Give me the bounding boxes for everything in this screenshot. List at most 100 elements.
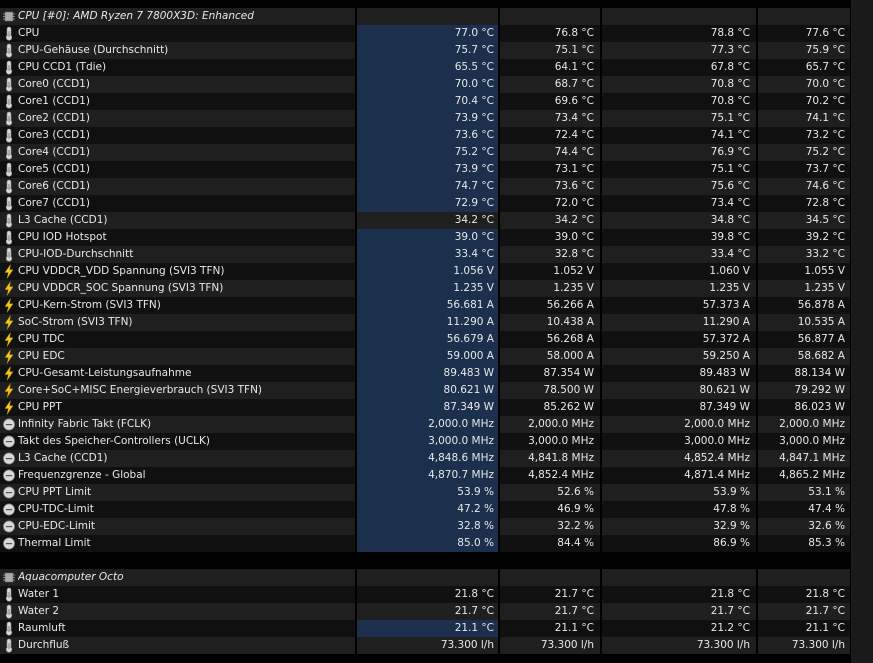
sensor-row[interactable]: Core5 (CCD1) 73.9 °C 73.1 °C 75.1 °C 73.7 °C (0, 161, 873, 178)
minimum-value: 75.1 °C (554, 44, 594, 56)
sensor-row[interactable]: CPU-IOD-Durchschnitt 33.4 °C 32.8 °C 33.4 °… (0, 246, 873, 263)
current-value: 75.7 °C (357, 42, 498, 59)
current-value: 11.290 A (357, 314, 498, 331)
sensor-row[interactable]: Core2 (CCD1) 73.9 °C 73.4 °C 75.1 °C 74.1 °C (0, 110, 873, 127)
group-header[interactable]: CPU [#0]: AMD Ryzen 7 7800X3D: Enhanced (0, 8, 873, 25)
maximum-value: 74.1 °C (710, 129, 750, 141)
sensor-row[interactable]: Core+SoC+MISC Energieverbrauch (SVI3 TFN… (0, 382, 873, 399)
sensor-row[interactable]: Core7 (CCD1) 72.9 °C 72.0 °C 73.4 °C 72.8 °C (0, 195, 873, 212)
sensor-row[interactable]: Durchfluß 73.300 l/h 73.300 l/h 73.300 l/h 7… (0, 637, 873, 654)
average-value: 39.2 °C (805, 231, 845, 243)
average-value: 65.7 °C (805, 61, 845, 73)
average-value: 70.2 °C (805, 95, 845, 107)
maximum-value: 57.372 A (702, 333, 750, 345)
sensor-row[interactable]: Takt des Speicher-Controllers (UCLK) 3,00… (0, 433, 873, 450)
group-title: CPU [#0]: AMD Ryzen 7 7800X3D: Enhanced (18, 10, 254, 22)
sensor-row[interactable]: CPU-Kern-Strom (SVI3 TFN) 56.681 A 56.266 … (0, 297, 873, 314)
current-value: 53.9 % (357, 484, 498, 501)
thermometer-icon (2, 247, 16, 262)
sensor-name: Durchfluß (18, 639, 70, 651)
sensor-row[interactable]: CPU-TDC-Limit 47.2 % 46.9 % 47.8 % 47.4 % (0, 501, 873, 518)
sensor-row[interactable]: CPU VDDCR_VDD Spannung (SVI3 TFN) 1.056 V… (0, 263, 873, 280)
sensor-row[interactable]: SoC-Strom (SVI3 TFN) 11.290 A 10.438 A 11.2… (0, 314, 873, 331)
thermometer-icon (2, 621, 16, 636)
scrollbar-track[interactable] (851, 0, 873, 663)
sensor-row[interactable]: Raumluft 21.1 °C 21.1 °C 21.2 °C 21.1 °C (0, 620, 873, 637)
current-value: 87.349 W (357, 399, 498, 416)
current-value: 73.9 °C (357, 161, 498, 178)
sensor-row[interactable]: Core0 (CCD1) 70.0 °C 68.7 °C 70.8 °C 70.0 °C (0, 76, 873, 93)
minimum-value: 32.8 °C (554, 248, 594, 260)
sensor-row[interactable]: L3 Cache (CCD1) 4,848.6 MHz 4,841.8 MHz 4,8… (0, 450, 873, 467)
sensor-row[interactable]: CPU-EDC-Limit 32.8 % 32.2 % 32.9 % 32.6 % (0, 518, 873, 535)
sensor-row[interactable]: CPU 77.0 °C 76.8 °C 78.8 °C 77.6 °C (0, 25, 873, 42)
lightning-icon (2, 315, 16, 330)
sensor-row[interactable]: Infinity Fabric Takt (FCLK) 2,000.0 MHz 2,… (0, 416, 873, 433)
maximum-value: 67.8 °C (710, 61, 750, 73)
thermometer-icon (2, 26, 16, 41)
thermometer-icon (2, 43, 16, 58)
current-value: 73.300 l/h (440, 639, 494, 651)
average-value: 21.8 °C (805, 588, 845, 600)
lightning-icon (2, 332, 16, 347)
minimum-value: 72.0 °C (554, 197, 594, 209)
sensor-row[interactable]: Core4 (CCD1) 75.2 °C 74.4 °C 76.9 °C 75.2 °C (0, 144, 873, 161)
sensor-row[interactable]: CPU VDDCR_SOC Spannung (SVI3 TFN) 1.235 V… (0, 280, 873, 297)
sensor-name: CPU VDDCR_SOC Spannung (SVI3 TFN) (18, 282, 224, 294)
sensor-row[interactable]: CPU-Gehäuse (Durchschnitt) 75.7 °C 75.1 °C… (0, 42, 873, 59)
sensor-name: CPU IOD Hotspot (18, 231, 107, 243)
column-separator (498, 0, 500, 663)
minimum-value: 39.0 °C (554, 231, 594, 243)
sensor-row[interactable]: Water 1 21.8 °C 21.7 °C 21.8 °C 21.8 °C (0, 586, 873, 603)
current-value: 77.0 °C (357, 25, 498, 42)
maximum-value: 34.8 °C (710, 214, 750, 226)
sensor-row[interactable]: L3 Cache (CCD1) 34.2 °C 34.2 °C 34.8 °C 34.5… (0, 212, 873, 229)
group-title: Aquacomputer Octo (18, 571, 124, 583)
sensor-row[interactable]: Core3 (CCD1) 73.6 °C 72.4 °C 74.1 °C 73.2 °C (0, 127, 873, 144)
maximum-value: 21.8 °C (710, 588, 750, 600)
minimum-value: 78.500 W (543, 384, 594, 396)
sensor-row[interactable]: Water 2 21.7 °C 21.7 °C 21.7 °C 21.7 °C (0, 603, 873, 620)
lightning-icon (2, 281, 16, 296)
maximum-value: 2,000.0 MHz (684, 418, 750, 430)
minimum-value: 84.4 % (557, 537, 594, 549)
average-value: 73.7 °C (805, 163, 845, 175)
current-value: 56.679 A (357, 331, 498, 348)
sensor-row[interactable]: CPU TDC 56.679 A 56.268 A 57.372 A 56.877 A (0, 331, 873, 348)
sensor-row[interactable]: CPU-Gesamt-Leistungsaufnahme 89.483 W 87.3… (0, 365, 873, 382)
lightning-icon (2, 349, 16, 364)
sensor-row[interactable]: Core6 (CCD1) 74.7 °C 73.6 °C 75.6 °C 74.6 °C (0, 178, 873, 195)
minimum-value: 1.052 V (553, 265, 594, 277)
sensor-row[interactable]: CPU PPT 87.349 W 85.262 W 87.349 W 86.023 W (0, 399, 873, 416)
chip-icon (2, 9, 16, 24)
sensor-row[interactable]: CPU CCD1 (Tdie) 65.5 °C 64.1 °C 67.8 °C 65.7… (0, 59, 873, 76)
current-value: 39.0 °C (357, 229, 498, 246)
sensor-row[interactable]: CPU IOD Hotspot 39.0 °C 39.0 °C 39.8 °C 39.2… (0, 229, 873, 246)
current-value: 73.9 °C (357, 110, 498, 127)
sensor-name: Core+SoC+MISC Energieverbrauch (SVI3 TFN… (18, 384, 263, 396)
average-value: 86.023 W (794, 401, 845, 413)
minimum-value: 10.438 A (546, 316, 594, 328)
group-header[interactable]: Aquacomputer Octo (0, 569, 873, 586)
sensor-row[interactable]: Thermal Limit 85.0 % 84.4 % 86.9 % 85.3 % (0, 535, 873, 552)
current-value: 65.5 °C (357, 59, 498, 76)
average-value: 33.2 °C (805, 248, 845, 260)
minimum-value: 73.4 °C (554, 112, 594, 124)
sensor-name: Core4 (CCD1) (18, 146, 90, 158)
sensor-name: Water 2 (18, 605, 60, 617)
maximum-value: 70.8 °C (710, 95, 750, 107)
lightning-icon (2, 383, 16, 398)
sensor-row[interactable]: CPU PPT Limit 53.9 % 52.6 % 53.9 % 53.1 % (0, 484, 873, 501)
sensor-row[interactable]: Core1 (CCD1) 70.4 °C 69.6 °C 70.8 °C 70.2 °C (0, 93, 873, 110)
maximum-value: 21.7 °C (710, 605, 750, 617)
sensor-row[interactable]: CPU EDC 59.000 A 58.000 A 59.250 A 58.682 A (0, 348, 873, 365)
sensor-name: Core1 (CCD1) (18, 95, 90, 107)
sensor-row[interactable]: Frequenzgrenze - Global 4,870.7 MHz 4,852.… (0, 467, 873, 484)
thermometer-icon (2, 162, 16, 177)
maximum-value: 1.235 V (709, 282, 750, 294)
minimum-value: 21.1 °C (554, 622, 594, 634)
thermometer-icon (2, 111, 16, 126)
current-value: 85.0 % (357, 535, 498, 552)
maximum-value: 21.2 °C (710, 622, 750, 634)
